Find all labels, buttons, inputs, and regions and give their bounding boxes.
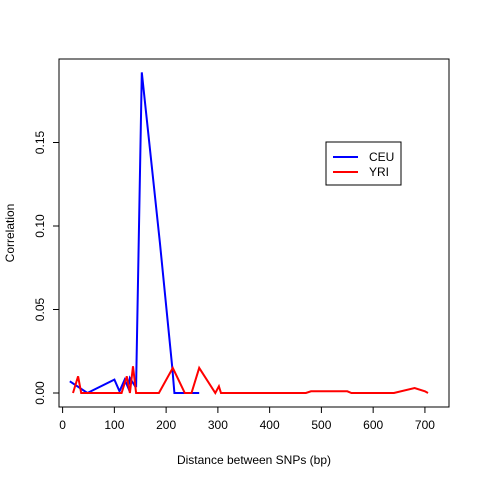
legend-box [325, 141, 402, 186]
y-tick-label: 0.05 [33, 297, 47, 321]
x-tick-label: 200 [156, 418, 176, 432]
y-tick-label: 0.15 [33, 130, 47, 154]
plot-box [58, 58, 450, 408]
x-tick-label: 300 [208, 418, 228, 432]
series-layer [69, 72, 429, 395]
x-tick-label: 500 [311, 418, 331, 432]
y-tick-label: 0.00 [33, 381, 47, 405]
y-tick-label: 0.10 [33, 214, 47, 238]
legend: CEU YRI [325, 141, 402, 186]
x-tick-label: 600 [363, 418, 383, 432]
legend-label-ceu: CEU [369, 150, 394, 164]
y-axis: 0.00 0.05 0.10 0.15 [33, 130, 60, 405]
series-line-ceu [69, 72, 200, 395]
x-axis: 0 100 200 300 400 500 600 700 [59, 406, 435, 432]
x-tick-label: 400 [260, 418, 280, 432]
legend-label-yri: YRI [369, 165, 389, 179]
y-axis-title: Correlation [3, 204, 17, 263]
x-tick-label: 700 [415, 418, 435, 432]
x-tick-label: 0 [59, 418, 66, 432]
x-axis-title: Distance between SNPs (bp) [177, 453, 331, 467]
x-tick-label: 100 [104, 418, 124, 432]
series-line-yri [72, 365, 429, 395]
